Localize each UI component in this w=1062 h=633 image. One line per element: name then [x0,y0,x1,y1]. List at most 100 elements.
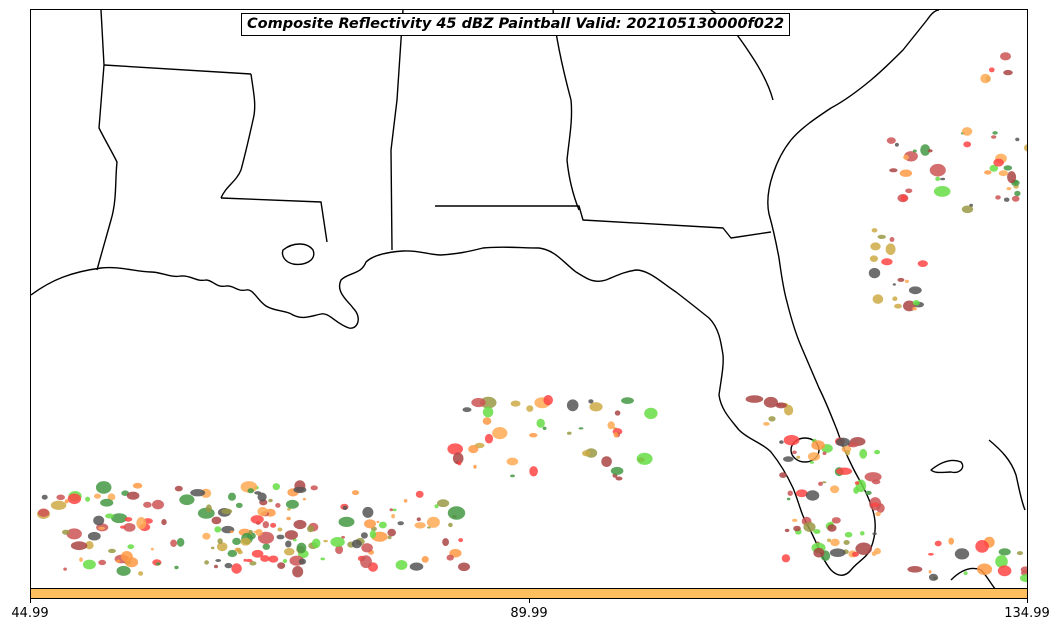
paintball-blobs [37,52,1027,583]
paintball-blob [202,532,211,540]
paintball-blob [50,500,67,510]
paintball-blob [391,514,395,519]
paintball-blob [214,564,218,569]
paintball-blob [268,555,279,563]
paintball-blob [262,543,270,550]
paintball-blob [85,496,91,502]
paintball-blob [284,530,298,540]
paintball-blob [161,519,167,526]
paintball-blob [872,532,877,535]
map-canvas [31,10,1027,588]
paintball-blob [907,566,923,573]
paintball-blob [98,559,107,566]
paintball-blob [1003,69,1013,76]
paintball-blob [120,525,126,529]
paintball-blob [257,492,267,502]
paintball-blob [302,498,306,501]
paintball-blob [995,195,1001,200]
paintball-blob [229,530,234,533]
paintball-blob [784,404,794,416]
paintball-blob [414,522,426,529]
island-east [988,439,1026,511]
paintball-blob [205,504,212,513]
paintball-blob [126,491,140,500]
paintball-blob [330,537,345,547]
paintball-blob [251,549,264,558]
paintball-blob [892,283,896,286]
paintball-blob [904,279,910,283]
paintball-blob [855,542,872,555]
paintball-blob [874,449,881,455]
paintball-blob [871,228,878,233]
map-panel [30,9,1028,589]
paintball-blob [116,565,131,576]
paintball-blob [277,562,286,569]
paintball-blob [272,483,280,491]
paintball-blob [307,525,315,533]
paintball-blob [262,521,269,529]
paintball-blob [536,418,545,428]
paintball-blob [610,466,624,475]
paintball-blob [589,402,603,412]
paintball-blob [254,491,262,495]
map-title: Composite Reflectivity 45 dBZ Paintball … [241,13,791,36]
colorbar-label-middle: 89.99 [510,606,548,621]
paintball-blob [948,537,954,545]
paintball-blob [458,562,470,572]
colorbar-tick-middle [529,599,530,603]
paintball-blob [1020,566,1027,573]
paintball-blob [566,399,579,412]
paintball-blob [56,494,65,501]
paintball-blob [836,467,853,475]
paintball-blob [152,499,164,510]
paintball-blob [293,486,307,494]
paintball-blob [881,258,893,266]
border-ms-al [390,10,404,251]
paintball-blob [795,489,808,498]
paintball-blob [827,524,837,532]
paintball-blob [927,149,933,153]
paintball-blob [510,400,521,407]
paintball-blob [1020,574,1027,583]
paintball-blob [378,521,387,529]
paintball-blob [877,234,886,239]
paintball-blob [362,506,374,518]
paintball-blob [567,431,572,435]
paintball-blob [232,537,242,546]
paintball-blob [369,530,377,539]
paintball-blob [426,516,440,528]
paintball-blob [989,164,999,172]
paintball-blob [871,551,877,556]
paintball-blob [830,485,840,494]
paintball-blob [875,511,881,517]
paintball-blob [975,540,989,553]
paintball-blob [416,517,421,522]
paintball-blob [542,426,547,430]
paintball-blob [392,508,397,512]
paintball-blob [292,566,304,578]
paintball-blob [980,73,991,84]
paintball-blob [95,481,112,494]
paintball-blob [963,571,968,575]
paintball-blob [471,397,486,408]
paintball-blob [781,554,791,563]
paintball-blob [235,502,243,508]
paintball-blob [38,508,50,517]
paintball-blob [342,505,348,510]
lake-pontchartrain [281,243,315,266]
paintball-blob [395,560,408,570]
paintball-blob [894,142,899,147]
paintball-blob [285,499,299,509]
paintball-blob [482,417,492,425]
paintball-blob [409,562,424,571]
paintball-blob [860,531,865,536]
paintball-blob [993,158,1004,167]
border-al-ga [552,10,580,211]
paintball-blob [1016,551,1023,556]
paintball-blob [341,535,345,539]
paintball-blob [822,481,827,484]
paintball-blob [105,513,114,519]
paintball-blob [120,551,133,562]
paintball-blob [293,519,307,530]
paintball-blob [320,557,326,561]
